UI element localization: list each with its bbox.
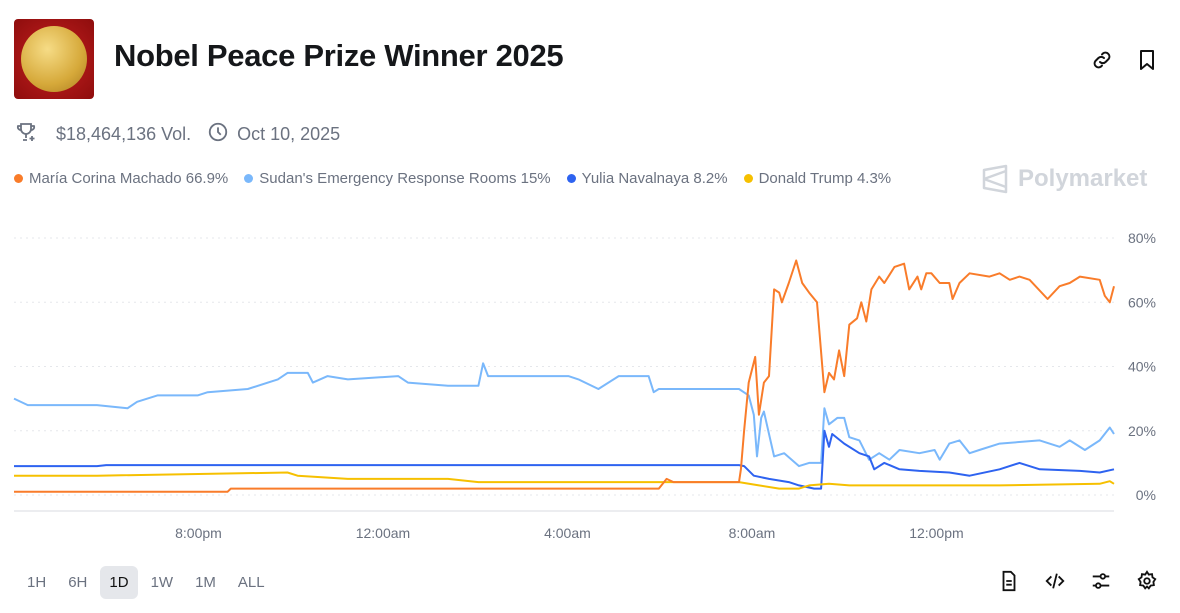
legend-dot <box>244 174 254 183</box>
page-title: Nobel Peace Prize Winner 2025 <box>114 38 564 73</box>
legend-label: Donald Trump 4.3% <box>758 170 892 187</box>
x-tick-label: 8:00am <box>729 525 776 541</box>
legend-dot <box>566 174 576 183</box>
y-tick-label: 0% <box>1136 487 1156 503</box>
x-tick-label: 4:00am <box>544 525 591 541</box>
embed-code-icon[interactable] <box>1044 570 1066 597</box>
legend-dot <box>14 174 23 183</box>
x-tick-label: 12:00pm <box>909 525 963 541</box>
x-tick-label: 12:00am <box>356 525 410 541</box>
range-6h[interactable]: 6H <box>59 566 96 599</box>
sliders-icon[interactable] <box>1090 570 1112 597</box>
y-tick-label: 80% <box>1128 230 1156 246</box>
link-icon[interactable] <box>1090 48 1114 72</box>
chart-tools <box>998 570 1158 597</box>
range-1h[interactable]: 1H <box>18 566 55 599</box>
clock-icon <box>207 121 229 148</box>
range-1w[interactable]: 1W <box>142 566 183 599</box>
price-chart[interactable]: 80% 60% 40% 20% 0% 8:00pm 12:00am 4:00am 8:00am 1… <box>0 0 1180 560</box>
legend-dot <box>743 174 753 183</box>
y-tick-label: 60% <box>1128 294 1156 310</box>
legend-item: Donald Trump 4.3% <box>743 170 892 187</box>
range-all[interactable]: ALL <box>229 566 274 599</box>
y-tick-label: 40% <box>1128 359 1156 375</box>
series-line-mar-a-corina-machado <box>14 259 1115 493</box>
end-date-text: Oct 10, 2025 <box>237 124 341 144</box>
legend-item: Yulia Navalnaya 8.2% <box>566 170 728 187</box>
series-line-donald-trump <box>14 471 1115 490</box>
bookmark-icon[interactable] <box>1135 48 1159 72</box>
range-1d[interactable]: 1D <box>100 566 138 599</box>
market-meta: $18,464,136 Vol. Oct 10, 2025 <box>14 120 340 149</box>
series-line-sudan-s-emergency-response-rooms <box>13 362 1115 468</box>
market-thumbnail <box>14 19 94 99</box>
series-line-yulia-navalnaya <box>14 429 1115 490</box>
legend-label: Yulia Navalnaya 8.2% <box>581 170 728 187</box>
x-tick-label: 8:00pm <box>175 525 222 541</box>
legend-label: María Corina Machado 66.9% <box>29 170 229 187</box>
polymarket-logo: Polymarket <box>980 164 1147 194</box>
y-tick-label: 20% <box>1128 423 1156 439</box>
time-range-selector: 1H 6H 1D 1W 1M ALL <box>18 566 274 599</box>
gear-icon[interactable] <box>1136 570 1158 597</box>
chart-legend: María Corina Machado 66.9% Sudan's Emerge… <box>14 170 891 187</box>
legend-label: Sudan's Emergency Response Rooms 15% <box>259 170 551 187</box>
trophy-icon <box>14 120 38 149</box>
range-1m[interactable]: 1M <box>186 566 225 599</box>
legend-item: Sudan's Emergency Response Rooms 15% <box>244 170 551 187</box>
legend-item: María Corina Machado 66.9% <box>14 170 228 187</box>
document-icon[interactable] <box>998 570 1020 597</box>
nobel-medal-image <box>21 26 87 92</box>
volume-text: $18,464,136 Vol. <box>56 124 192 144</box>
